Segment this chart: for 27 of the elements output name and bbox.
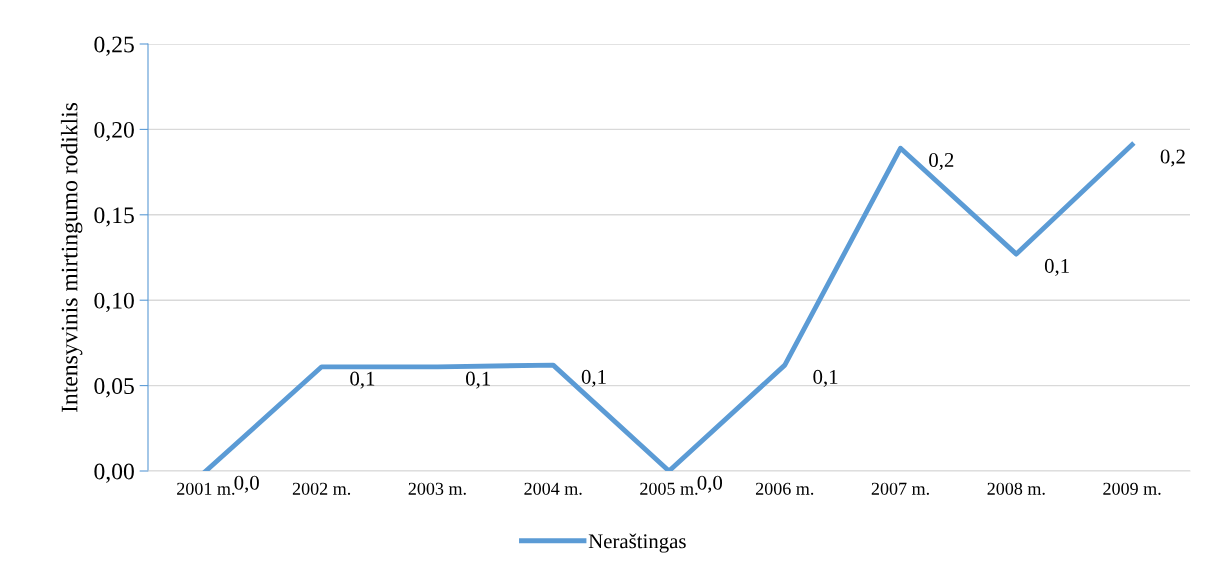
data-label: 0,2: [1160, 149, 1185, 167]
x-tick-label: 2004 m.: [524, 482, 582, 495]
legend-label: Neraštingas: [588, 533, 686, 553]
x-tick-label: 2008 m.: [987, 482, 1045, 495]
y-axis-title: Intensyvinis mirtingumo rodiklis: [60, 102, 83, 413]
line-series: [203, 142, 1135, 471]
data-label: 0,0: [697, 475, 723, 493]
y-tick-label: 0,20: [94, 121, 134, 142]
data-label: 0,1: [581, 369, 606, 387]
y-tick-label: 0,25: [94, 36, 134, 56]
y-tick-label: 0,00: [94, 463, 134, 483]
y-tick-label: 0,05: [94, 378, 134, 398]
x-tick-label: 2009 m.: [1103, 482, 1161, 495]
x-tick-label: 2005 m.: [640, 482, 698, 495]
data-label: 0,1: [466, 371, 491, 389]
data-label: 0,1: [813, 369, 838, 387]
data-label: 0,1: [350, 371, 375, 389]
x-tick-label: 2007 m.: [871, 482, 929, 495]
x-tick-label: 2001 m.: [177, 482, 235, 495]
y-tick-label: 0,15: [94, 207, 134, 227]
x-tick-label: 2003 m.: [408, 482, 466, 495]
data-label: 0,0: [234, 475, 259, 493]
y-tick-label: 0,10: [94, 292, 134, 313]
x-tick-label: 2006 m.: [755, 482, 814, 495]
data-label: 0,2: [929, 152, 954, 171]
data-label: 0,1: [1044, 258, 1069, 276]
x-tick-label: 2002 m.: [292, 482, 351, 495]
